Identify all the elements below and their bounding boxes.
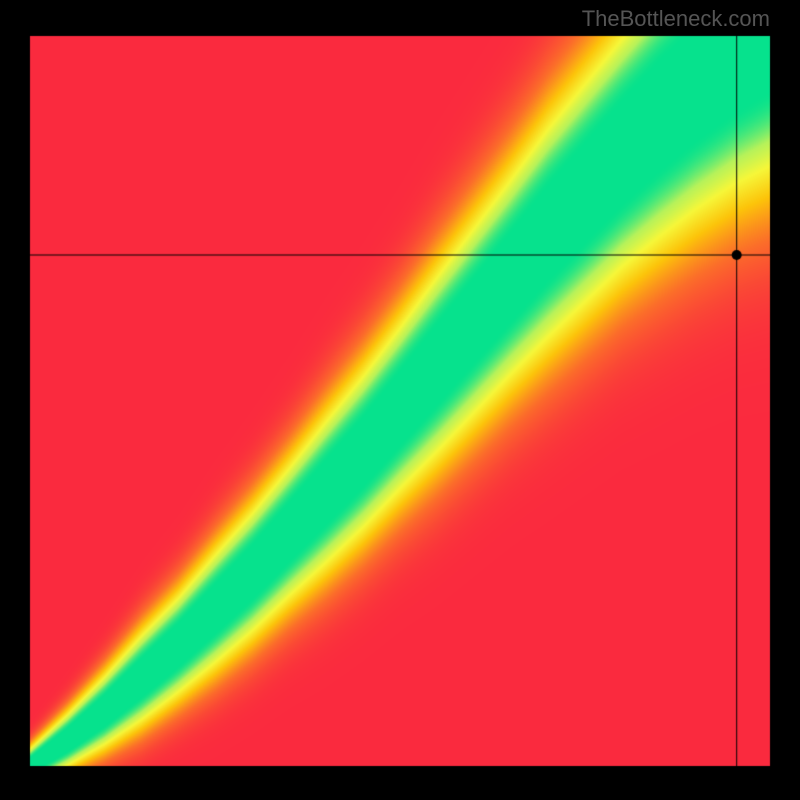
watermark-text: TheBottleneck.com: [582, 6, 770, 32]
heatmap-canvas: [0, 0, 800, 800]
chart-container: TheBottleneck.com: [0, 0, 800, 800]
